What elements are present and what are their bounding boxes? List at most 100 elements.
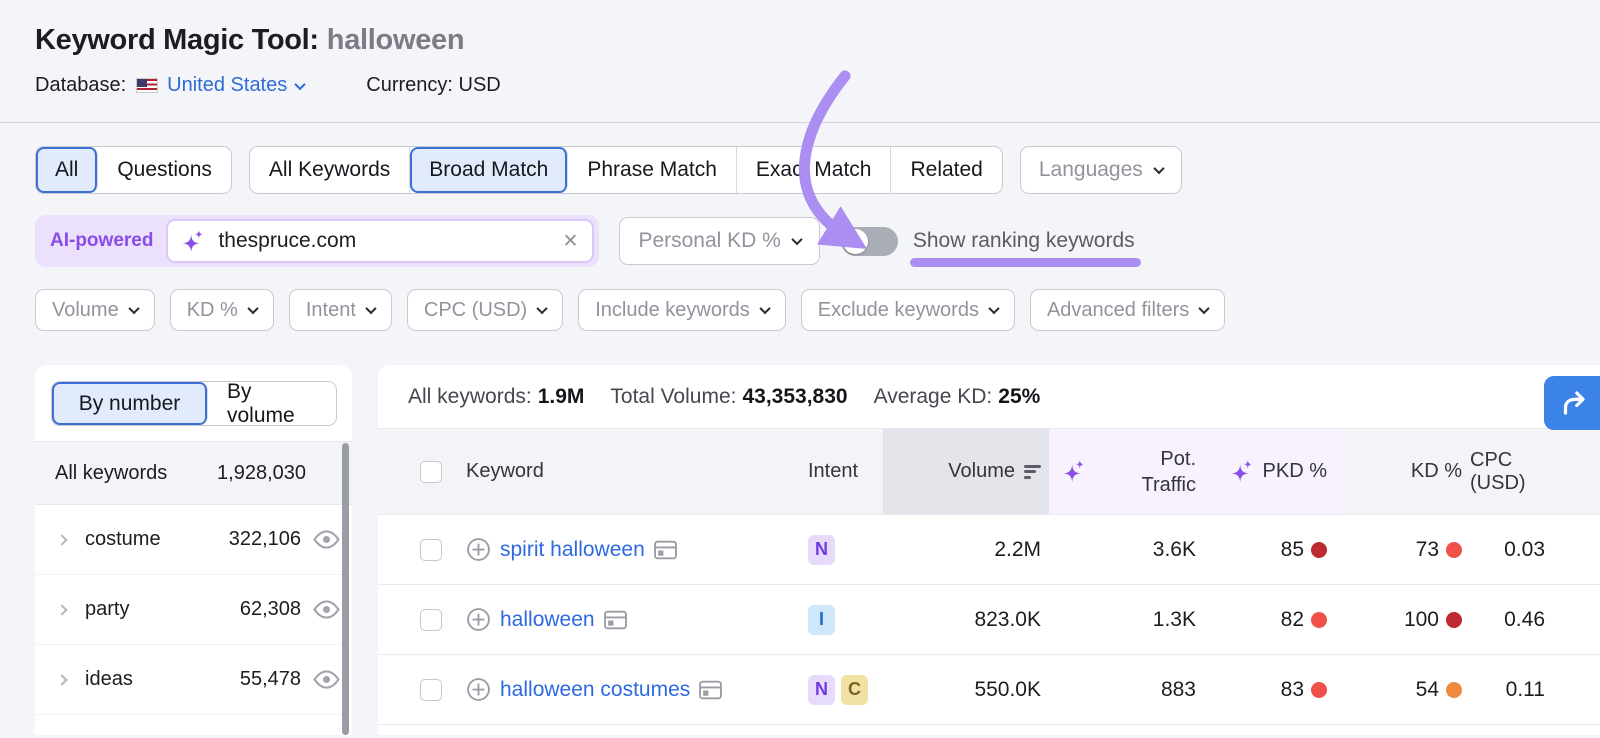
sparkle-icon (182, 229, 204, 252)
chevron-down-icon (1198, 302, 1210, 315)
group-row-costume[interactable]: costume 322,106 (35, 505, 352, 575)
us-flag-icon (136, 78, 159, 93)
group-row-party[interactable]: party 62,308 (35, 575, 352, 645)
kd-value: 54 (1343, 655, 1470, 724)
chevron-down-icon (791, 233, 803, 246)
export-button[interactable] (1544, 376, 1600, 430)
col-kd[interactable]: KD % (1410, 460, 1462, 482)
show-ranking-keywords-toggle[interactable] (840, 226, 898, 256)
advanced-filters-dropdown[interactable]: Advanced filters (1029, 289, 1226, 331)
chevron-down-icon (759, 302, 771, 315)
domain-input-box[interactable]: ✕ (166, 219, 595, 263)
kd-difficulty-dot (1446, 611, 1462, 628)
expand-plus-icon[interactable] (466, 677, 491, 702)
col-cpc[interactable]: CPC (USD) (1470, 448, 1526, 494)
chevron-down-icon (365, 302, 377, 315)
sparkle-icon (1063, 459, 1085, 483)
tab-related[interactable]: Related (910, 158, 983, 181)
row-checkbox[interactable] (420, 608, 442, 631)
database-selector[interactable]: United States (167, 74, 306, 97)
tab-exact-match[interactable]: Exact Match (737, 147, 892, 193)
tab-all-keywords[interactable]: All Keywords (250, 147, 411, 193)
tab-by-number[interactable]: By number (52, 382, 208, 425)
keyword-groups-sidebar: By number By volume All keywords 1,928,0… (35, 365, 352, 735)
exclude-keywords-dropdown[interactable]: Exclude keywords (800, 289, 1015, 331)
serp-icon[interactable] (653, 540, 677, 560)
annotation-underline (909, 258, 1141, 267)
kd-value: 73 (1343, 515, 1470, 584)
summary-average-kd-label: Average KD: (873, 384, 993, 408)
cpc-value: 0.46 (1504, 607, 1545, 631)
ai-powered-label: AI-powered (50, 230, 154, 251)
match-type-group: All Keywords Broad Match Phrase Match Ex… (248, 146, 1003, 194)
sidebar-scrollbar[interactable] (342, 443, 349, 735)
tab-all[interactable]: All (36, 147, 99, 193)
languages-dropdown[interactable]: Languages (1019, 146, 1182, 194)
intent-badge-navigational: N (808, 674, 835, 705)
export-arrow-icon (1563, 391, 1585, 415)
group-row-ideas[interactable]: ideas 55,478 (35, 645, 352, 715)
pkd-difficulty-dot (1311, 611, 1327, 628)
include-keywords-dropdown[interactable]: Include keywords (578, 289, 786, 331)
col-intent[interactable]: Intent (808, 460, 859, 482)
database-label: Database: (35, 74, 127, 96)
select-all-checkbox[interactable] (420, 460, 442, 483)
ai-powered-container: AI-powered ✕ (35, 215, 600, 267)
keyword-link[interactable]: halloween (500, 607, 595, 631)
cpc-filter-dropdown[interactable]: CPC (USD) (406, 289, 564, 331)
page-header: Keyword Magic Tool: halloween Database: U… (0, 0, 1600, 97)
pkd-value: 85 (1216, 515, 1343, 584)
col-pot-traffic[interactable]: Pot. Traffic (1049, 429, 1216, 514)
chevron-down-icon (1153, 162, 1165, 175)
expand-plus-icon[interactable] (466, 537, 491, 562)
group-count: 55,478 (239, 668, 301, 690)
kd-difficulty-dot (1446, 681, 1462, 698)
toggle-knob (842, 228, 868, 254)
chevron-down-icon (988, 302, 1000, 315)
kd-value: 100 (1343, 585, 1470, 654)
pkd-value: 82 (1216, 585, 1343, 654)
tab-questions[interactable]: Questions (117, 158, 212, 181)
row-checkbox[interactable] (420, 538, 442, 561)
col-volume[interactable]: Volume (883, 429, 1049, 514)
currency-value: USD (458, 74, 501, 96)
domain-input[interactable] (218, 229, 552, 253)
clear-input-icon[interactable]: ✕ (562, 230, 579, 252)
table-header-row: Keyword Intent Volume Pot. Traffic PKD % (378, 429, 1600, 515)
sidebar-divider (35, 441, 352, 442)
intent-badge-commercial: C (841, 674, 868, 705)
all-keywords-count: 1,928,030 (217, 461, 306, 484)
intent-filter-dropdown[interactable]: Intent (288, 289, 392, 331)
kd-filter-dropdown[interactable]: KD % (169, 289, 274, 331)
serp-icon[interactable] (603, 610, 627, 630)
all-keywords-row[interactable]: All keywords 1,928,030 (35, 442, 352, 505)
keyword-link[interactable]: halloween costumes (500, 677, 691, 701)
row-checkbox[interactable] (420, 678, 442, 701)
tab-phrase-match[interactable]: Phrase Match (568, 147, 737, 193)
tool-title: Keyword Magic Tool: (35, 24, 319, 56)
page-title: Keyword Magic Tool: halloween (35, 24, 1600, 57)
search-query-text: halloween (326, 24, 465, 56)
expand-plus-icon[interactable] (466, 607, 491, 632)
personal-kd-dropdown[interactable]: Personal KD % (619, 217, 820, 265)
pkd-difficulty-dot (1311, 541, 1327, 558)
group-label: ideas (85, 668, 133, 690)
sidebar-sort-tabs: By number By volume (51, 379, 337, 427)
database-value: United States (167, 74, 288, 96)
languages-label: Languages (1038, 158, 1143, 181)
eye-icon[interactable] (313, 670, 340, 689)
chevron-right-icon (56, 533, 68, 546)
eye-icon[interactable] (313, 600, 340, 619)
cpc-value: 0.03 (1504, 537, 1545, 561)
match-tabs-row: All Questions All Keywords Broad Match P… (35, 146, 1600, 194)
keywords-table-card: All keywords: 1.9M Total Volume: 43,353,83… (378, 365, 1600, 735)
tab-broad-match[interactable]: Broad Match (410, 147, 569, 193)
keyword-link[interactable]: spirit halloween (500, 537, 645, 561)
serp-icon[interactable] (699, 680, 723, 700)
chevron-down-icon (128, 302, 140, 315)
volume-filter-dropdown[interactable]: Volume (35, 289, 155, 331)
eye-icon[interactable] (313, 530, 340, 549)
col-keyword[interactable]: Keyword (466, 460, 544, 482)
col-pkd[interactable]: PKD % (1216, 429, 1343, 514)
tab-by-volume[interactable]: By volume (227, 379, 295, 427)
